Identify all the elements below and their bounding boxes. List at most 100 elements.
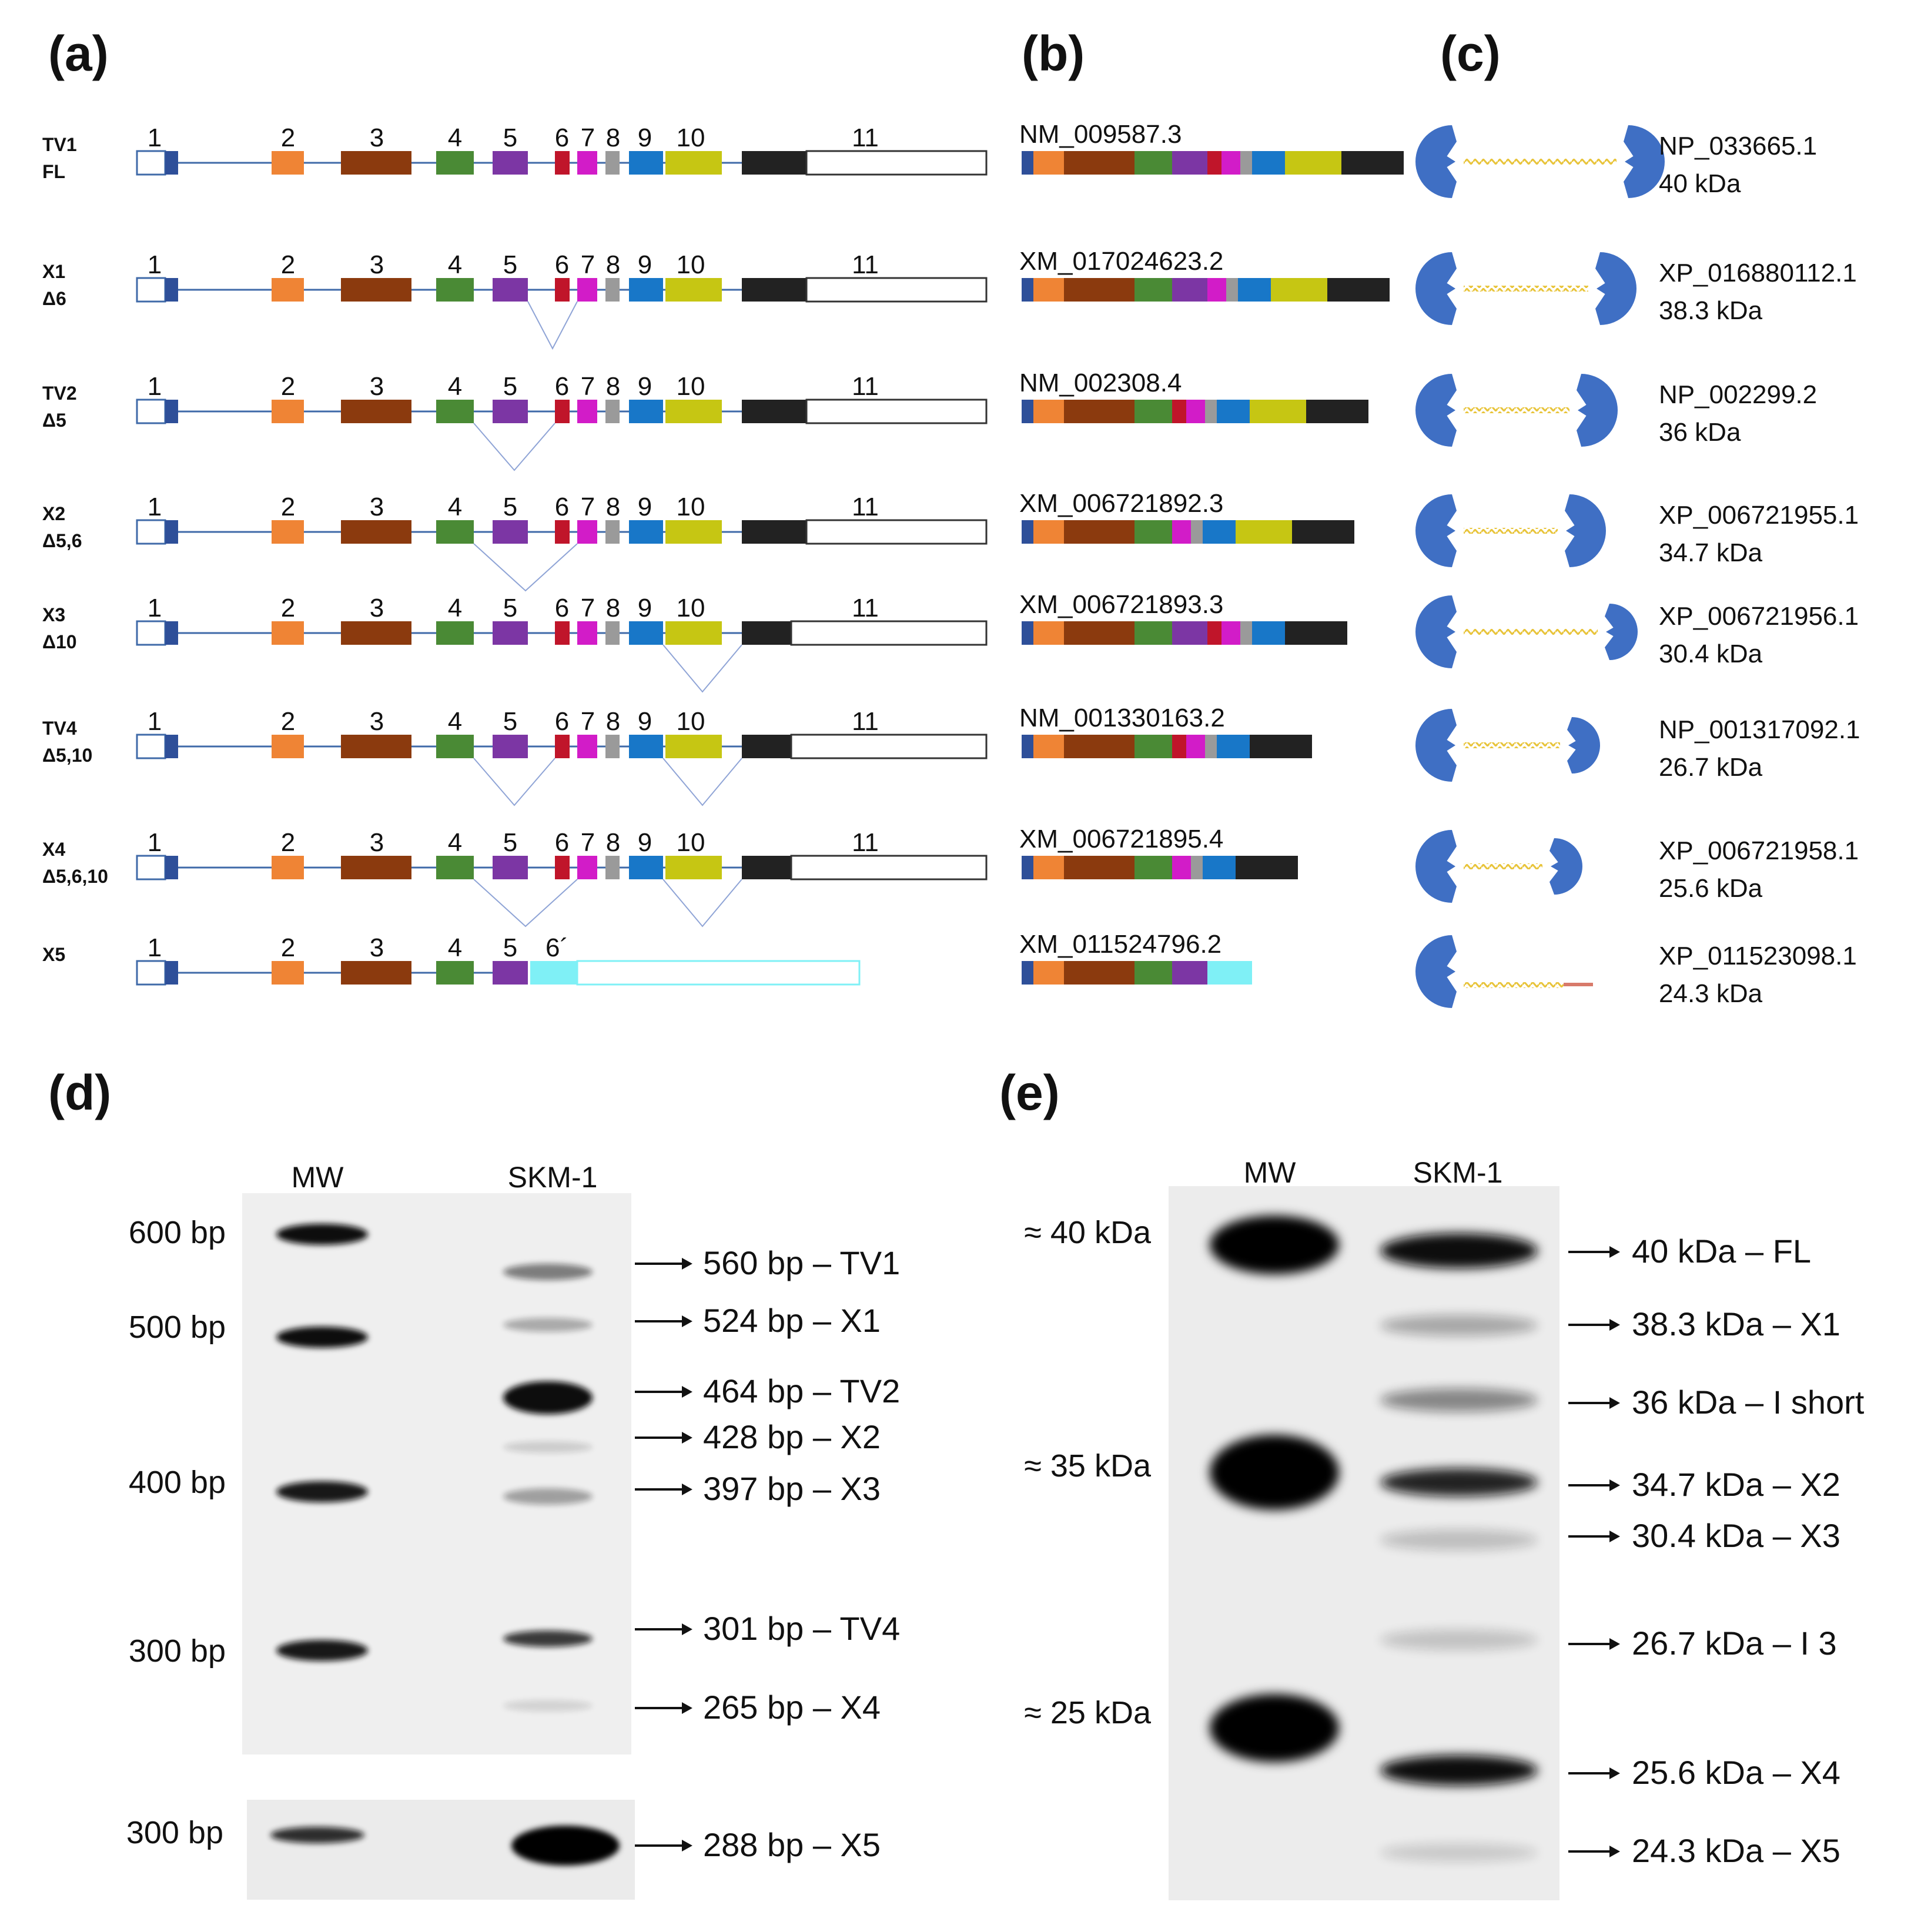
isoform-deletion: Δ10 (42, 631, 77, 652)
exon-7 (577, 735, 597, 758)
exon-number: 11 (852, 828, 879, 857)
transcript-exon (1207, 278, 1226, 302)
exon-number: 1 (148, 250, 162, 279)
transcript-exon (1306, 400, 1368, 423)
protein-domain-n-icon (1415, 374, 1457, 447)
transcript-exon (1203, 520, 1236, 544)
transcript-exon (1207, 621, 1221, 645)
exon-number: 5 (503, 828, 517, 857)
exon-1 (165, 621, 178, 645)
exon-8 (605, 151, 620, 175)
transcript-exon (1221, 621, 1240, 645)
transcript-exon (1207, 151, 1221, 175)
transcript-exon (1134, 278, 1172, 302)
exon-7 (577, 400, 597, 423)
isoform-name: X3 (42, 604, 65, 625)
isoform-deletion: Δ5,10 (42, 745, 92, 766)
protein-mass: 36 kDa (1659, 418, 1741, 447)
protein-linker (1464, 982, 1564, 988)
protein-accession: XP_011523098.1 (1659, 942, 1857, 970)
transcript-exon (1033, 856, 1064, 879)
transcript-exon (1064, 400, 1134, 423)
transcript-row: NM_002308.4 (1019, 369, 1368, 423)
exon-number: 8 (606, 707, 620, 736)
exon-2 (272, 856, 304, 879)
exon-number: 8 (606, 493, 620, 521)
exon-number: 11 (852, 123, 879, 152)
transcript-exon (1033, 400, 1064, 423)
gel-band (276, 1327, 368, 1348)
gel-band-label: 524 bp – X1 (703, 1302, 881, 1339)
exon-number: 8 (606, 372, 620, 401)
exon-3 (341, 961, 411, 985)
exon-1-utr (136, 150, 166, 176)
transcript-exon (1217, 735, 1250, 758)
blot-band-label: 36 kDa – I short (1632, 1384, 1865, 1421)
blot-band-label: 38.3 kDa – X1 (1632, 1305, 1840, 1342)
exon-number: 7 (581, 594, 595, 622)
band-arrowhead (682, 1315, 692, 1327)
blot-band (1210, 1694, 1339, 1762)
exon-2 (272, 621, 304, 645)
protein-linker (1464, 742, 1560, 748)
isoform-name: X4 (42, 839, 65, 860)
protein-linker (1464, 863, 1542, 869)
exon-number: 4 (448, 123, 462, 152)
transcript-row: XM_011524796.2 (1019, 930, 1252, 985)
protein-accession: NP_002299.2 (1659, 380, 1817, 409)
isoform-name: X5 (42, 944, 65, 965)
transcript-accession: NM_001330163.2 (1019, 704, 1225, 732)
panel-label-a: (a) (48, 26, 109, 81)
transcript-exon (1252, 621, 1285, 645)
gel-lane-label-sample: SKM-1 (508, 1161, 598, 1194)
protein-accession: XP_006721956.1 (1659, 602, 1859, 631)
transcript-exon (1172, 961, 1207, 985)
protein-domain-c-icon (1565, 494, 1606, 567)
exon-number: 1 (148, 123, 162, 152)
protein-linker (1464, 528, 1558, 534)
gel-band (503, 1381, 593, 1414)
protein-domain-c-icon (1624, 125, 1665, 198)
exon-number: 3 (370, 828, 384, 857)
transcript-exon (1064, 735, 1134, 758)
transcript-row: XM_006721892.3 (1019, 489, 1354, 544)
exon-2 (272, 520, 304, 544)
exon-6 (555, 151, 570, 175)
panel-label-c: (c) (1440, 26, 1501, 81)
band-arrowhead (682, 1840, 692, 1851)
protein-accession: XP_006721955.1 (1659, 501, 1859, 530)
transcript-exon (1172, 621, 1207, 645)
protein-domain-n-icon (1415, 595, 1457, 668)
exon-4 (436, 856, 474, 879)
transcript-exon (1191, 856, 1203, 879)
western-blot-panel: MW SKM-1 ≈ 40 kDa ≈ 35 kDa ≈ 25 kDa 40 k… (1024, 1156, 1865, 1900)
exon-11-cds (742, 856, 791, 879)
exon-number: 7 (581, 828, 595, 857)
protein-mass: 34.7 kDa (1659, 538, 1763, 567)
transcript-exon (1134, 735, 1172, 758)
exon-number: 8 (606, 250, 620, 279)
transcript-exon (1203, 856, 1236, 879)
exon-6 (555, 278, 570, 302)
band-arrowhead (1609, 1397, 1620, 1409)
protein-row: XP_006721956.1 30.4 kDa (1415, 595, 1859, 668)
exon-number: 8 (606, 828, 620, 857)
exon-number: 9 (638, 493, 652, 521)
exon-number: 2 (281, 933, 295, 962)
pcr-gel-panel: MW SKM-1 600 bp 500 bp 400 bp 300 bp 300… (126, 1161, 900, 1900)
protein-linker (1464, 629, 1598, 635)
transcript-exon (1033, 151, 1064, 175)
gel-band (503, 1441, 593, 1453)
protein-row: XP_016880112.1 38.3 kDa (1415, 252, 1857, 325)
gel-band (276, 1640, 368, 1661)
band-arrowhead (682, 1702, 692, 1714)
splice-skip-line (662, 758, 742, 806)
exon-9 (629, 621, 663, 645)
exon-number: 5 (503, 933, 517, 962)
exon-11-cds (742, 621, 791, 645)
exon-2 (272, 151, 304, 175)
gel-band-label: 560 bp – TV1 (703, 1244, 900, 1281)
exon-10 (665, 735, 722, 758)
exon-number: 1 (148, 493, 162, 521)
